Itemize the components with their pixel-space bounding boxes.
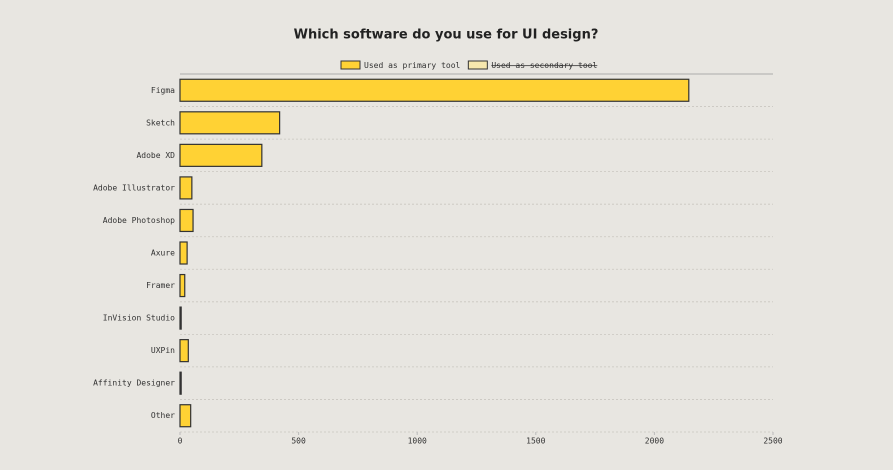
x-tick-label: 1000: [408, 437, 427, 446]
bar: [179, 273, 186, 298]
bar: [179, 143, 263, 167]
y-tick-label: Other: [151, 411, 175, 420]
legend-swatch[interactable]: [340, 60, 361, 70]
bar: [179, 339, 189, 363]
x-tick-label: 500: [291, 437, 306, 446]
bar: [179, 111, 281, 135]
bar: [179, 208, 194, 233]
x-tick-label: 2500: [763, 437, 782, 446]
bar: [179, 404, 192, 428]
y-tick-label: Axure: [151, 249, 175, 258]
bar: [179, 306, 182, 330]
y-tick-label: UXPin: [151, 346, 175, 355]
x-tick-label: 1500: [526, 437, 545, 446]
bar: [179, 78, 690, 102]
legend-label[interactable]: Used as primary tool: [364, 61, 461, 70]
y-tick-label: Framer: [146, 281, 175, 290]
x-tick-label: 2000: [645, 437, 664, 446]
chart-title: Which software do you use for UI design?: [294, 28, 599, 43]
y-tick-label: Sketch: [146, 118, 175, 127]
legend-label[interactable]: Used as secondary tool: [491, 61, 597, 70]
bar: [179, 176, 193, 200]
legend-swatch[interactable]: [467, 60, 488, 70]
y-tick-label: Affinity Designer: [93, 379, 175, 388]
bar: [179, 241, 188, 265]
bar: [179, 371, 182, 395]
y-tick-label: Adobe Photoshop: [103, 216, 175, 225]
y-tick-label: Figma: [151, 86, 175, 95]
y-tick-label: InVision Studio: [103, 314, 175, 323]
y-tick-label: Adobe XD: [136, 151, 175, 160]
x-tick-label: 0: [178, 437, 183, 446]
y-tick-label: Adobe Illustrator: [93, 183, 175, 192]
